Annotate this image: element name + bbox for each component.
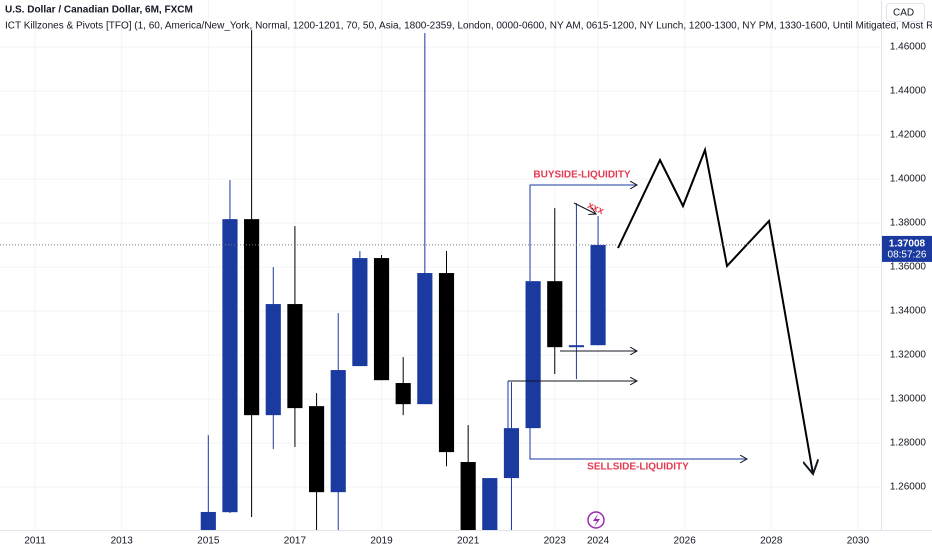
candle-body bbox=[547, 281, 563, 348]
currency-button[interactable] bbox=[886, 3, 925, 22]
x-tick-label: 2019 bbox=[370, 536, 393, 547]
x-tick-label: 2013 bbox=[111, 536, 134, 547]
candle-body bbox=[460, 462, 476, 530]
y-tick-label: 1.34000 bbox=[890, 306, 927, 317]
sellside-label: SELLSIDE-LIQUIDITY bbox=[587, 462, 689, 473]
buyside-line bbox=[529, 185, 637, 281]
candle-body bbox=[482, 478, 498, 530]
last-price-box bbox=[882, 235, 932, 262]
x-tick-label: 2030 bbox=[847, 536, 870, 547]
alert-icon[interactable] bbox=[587, 511, 605, 529]
candle-body bbox=[395, 383, 411, 405]
x-tick-label: 2026 bbox=[674, 536, 697, 547]
y-tick-label: 1.46000 bbox=[890, 42, 927, 53]
y-tick-label: 1.42000 bbox=[890, 130, 927, 141]
last-price-label: 1.37008 bbox=[889, 239, 926, 250]
candle-body bbox=[222, 219, 238, 513]
candle-body bbox=[330, 370, 346, 493]
sweep-arrow bbox=[573, 202, 596, 214]
x-tick-label: 2023 bbox=[544, 536, 567, 547]
candle-body bbox=[503, 428, 520, 479]
x-tick-label: 2017 bbox=[284, 536, 307, 547]
x-tick-label: 2015 bbox=[197, 536, 220, 547]
y-tick-label: 1.44000 bbox=[890, 86, 927, 97]
sellside-line bbox=[529, 428, 747, 459]
candle-body bbox=[568, 345, 584, 348]
indicator-legend: ICT Killzones & Pivots [TFO] (1, 60, Ame… bbox=[5, 21, 932, 32]
candle-body bbox=[525, 281, 541, 429]
candle-body bbox=[373, 258, 390, 381]
y-tick-label: 1.32000 bbox=[890, 350, 927, 361]
candle-body bbox=[200, 511, 216, 530]
currency-label: CAD bbox=[893, 8, 914, 19]
candle-body bbox=[438, 273, 455, 453]
candle-body bbox=[590, 244, 606, 346]
x-tick-label: 2024 bbox=[587, 536, 610, 547]
candle-body bbox=[244, 219, 260, 416]
countdown-label: 08:57:26 bbox=[888, 250, 927, 261]
y-tick-label: 1.30000 bbox=[890, 394, 927, 405]
x-tick-label: 2011 bbox=[24, 536, 46, 547]
alert-icon-bolt bbox=[593, 514, 600, 527]
y-tick-label: 1.36000 bbox=[890, 262, 927, 273]
x-tick-label: 2021 bbox=[457, 536, 480, 547]
candle-body bbox=[417, 273, 433, 405]
y-tick-label: 1.28000 bbox=[890, 438, 927, 449]
symbol-title: U.S. Dollar / Canadian Dollar, 6M, FXCM bbox=[5, 5, 193, 16]
y-tick-label: 1.26000 bbox=[890, 482, 927, 493]
candle-body bbox=[265, 304, 281, 416]
x-tick-label: 2028 bbox=[760, 536, 783, 547]
buyside-label: BUYSIDE-LIQUIDITY bbox=[533, 170, 631, 181]
drawings bbox=[507, 146, 813, 474]
y-tick-label: 1.40000 bbox=[890, 174, 927, 185]
candle-body bbox=[308, 406, 325, 493]
candle-body bbox=[352, 258, 368, 367]
plot bbox=[200, 30, 606, 530]
candle-body bbox=[287, 304, 303, 409]
projection-path bbox=[617, 146, 813, 474]
y-tick-label: 1.38000 bbox=[890, 218, 927, 229]
